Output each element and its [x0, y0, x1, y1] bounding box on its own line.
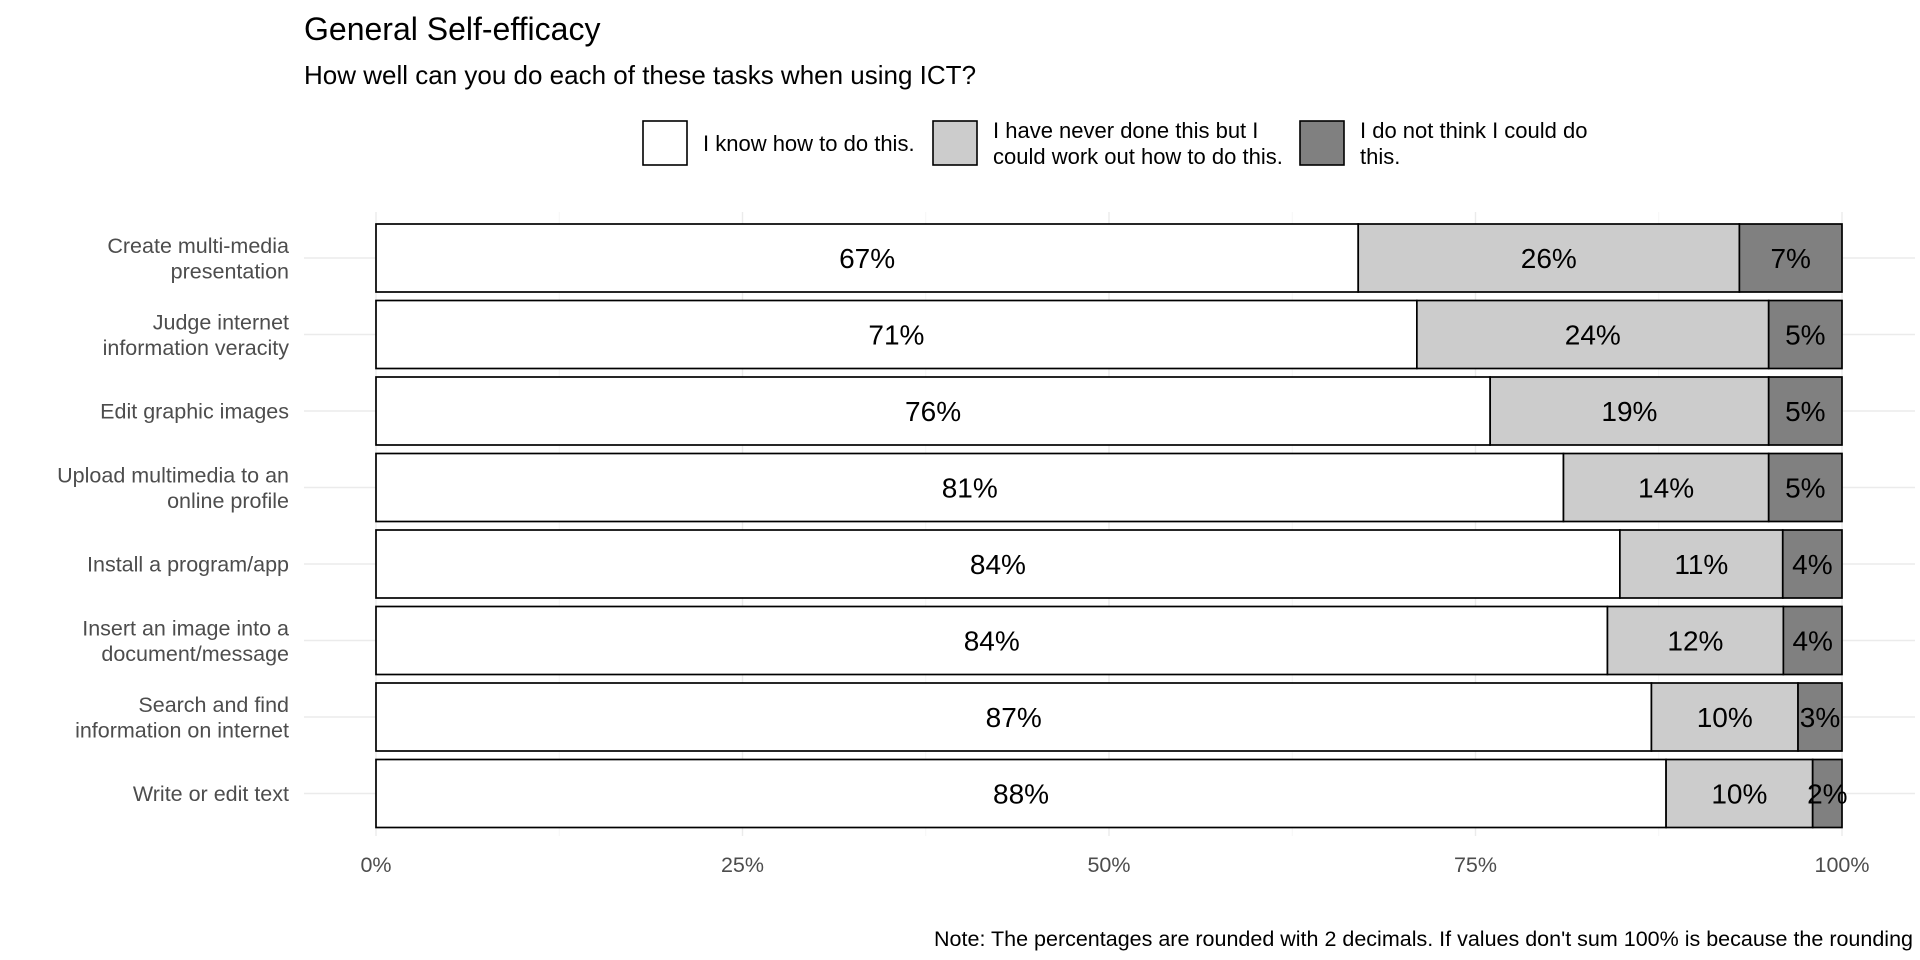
bar-value-label: 3%: [1800, 702, 1840, 733]
bar-segment: [1767, 299, 1843, 370]
bar-value-label: 84%: [970, 549, 1026, 580]
category-label: Write or edit text: [133, 782, 289, 806]
bar-value-label: 84%: [964, 626, 1020, 657]
legend-label: I know how to do this.: [703, 131, 915, 156]
legend-key: [932, 120, 978, 166]
bar-value-label: 4%: [1792, 626, 1832, 657]
bar-segment: [375, 452, 1565, 523]
bar-segment: [1811, 758, 1843, 829]
bar-segment: [1665, 758, 1814, 829]
bar-row: 88% 10% 2%: [375, 758, 1848, 829]
bar-value-label: 10%: [1697, 702, 1753, 733]
chart-subtitle: How well can you do each of these tasks …: [304, 60, 976, 90]
x-axis: 0% 25% 50% 75% 100%: [360, 853, 1869, 877]
bar-value-label: 5%: [1785, 320, 1825, 351]
bar-segment: [1562, 452, 1770, 523]
category-label: document/message: [101, 642, 289, 666]
bar-row: 84% 11% 4%: [375, 529, 1843, 599]
bar-value-label: 71%: [868, 320, 924, 351]
legend: I know how to do this. I have never done …: [642, 118, 1588, 169]
bar-value-label: 88%: [993, 779, 1049, 810]
bar-value-label: 87%: [986, 702, 1042, 733]
bar-value-label: 26%: [1521, 243, 1577, 274]
bar-segment: [375, 376, 1492, 446]
bar-segment: [1738, 223, 1843, 293]
bar-value-label: 81%: [942, 473, 998, 504]
bar-segment: [1489, 376, 1770, 446]
bar-value-label: 2%: [1807, 779, 1847, 810]
bar-value-label: 19%: [1601, 396, 1657, 427]
chart-title: General Self-efficacy: [304, 11, 600, 47]
category-label: Install a program/app: [87, 553, 289, 577]
bar-segment: [1767, 452, 1843, 523]
category-label: information veracity: [103, 336, 290, 360]
legend-label: I do not think I could do: [1360, 118, 1588, 143]
category-label: information on internet: [75, 718, 289, 742]
bar-value-label: 11%: [1674, 549, 1728, 580]
bar-value-label: 10%: [1711, 779, 1767, 810]
bar-value-label: 5%: [1785, 396, 1825, 427]
category-label: Create multi-media: [107, 234, 289, 258]
bar-value-label: 14%: [1638, 473, 1694, 504]
bar-segment: [1781, 529, 1843, 599]
bar-segment: [1797, 682, 1843, 752]
bar-value-label: 4%: [1792, 549, 1832, 580]
bar-row: 84% 12% 4%: [375, 605, 1843, 676]
bar-row: 81% 14% 5%: [375, 452, 1843, 523]
legend-key: [642, 120, 688, 166]
bar-row: 71% 24% 5%: [375, 299, 1843, 370]
bar-segment: [375, 605, 1609, 676]
category-label: Edit graphic images: [100, 400, 289, 424]
legend-label: could work out how to do this.: [993, 144, 1283, 169]
bar-segment: [1782, 605, 1843, 676]
category-label: online profile: [167, 489, 289, 513]
bar-value-label: 67%: [839, 243, 895, 274]
bar-segment: [1767, 376, 1843, 446]
category-label: Upload multimedia to an: [57, 463, 289, 487]
bar-segment: [1357, 223, 1741, 293]
bar-segment: [375, 223, 1360, 293]
bar-value-label: 76%: [905, 396, 961, 427]
bar-row: 76% 19% 5%: [375, 376, 1843, 446]
x-tick-label: 75%: [1454, 853, 1497, 877]
bar-row: 67% 26% 7%: [375, 223, 1843, 293]
category-label: presentation: [171, 259, 289, 283]
x-tick-label: 25%: [721, 853, 764, 877]
x-tick-label: 50%: [1087, 853, 1130, 877]
bar-value-label: 7%: [1770, 243, 1810, 274]
bar-value-label: 24%: [1565, 320, 1621, 351]
category-label: Search and find: [138, 693, 289, 717]
x-tick-label: 0%: [360, 853, 391, 877]
category-label: Insert an image into a: [82, 616, 289, 640]
legend-label: this.: [1360, 144, 1400, 169]
bar-segment: [375, 758, 1667, 829]
bar-value-label: 12%: [1667, 626, 1723, 657]
bar-segment: [375, 682, 1653, 752]
bar-segment: [1606, 605, 1785, 676]
bars: 67% 26% 7% 71% 24% 5% 76% 19% 5% 81% 14% 5% 84% 11% 4%…: [375, 223, 1848, 829]
x-tick-label: 100%: [1815, 853, 1870, 877]
bar-row: 87% 10% 3%: [375, 682, 1843, 752]
bar-value-label: 5%: [1785, 473, 1825, 504]
legend-item: I know how to do this.: [642, 120, 915, 166]
legend-key: [1299, 120, 1345, 166]
chart-caption: Note: The percentages are rounded with 2…: [934, 927, 1913, 951]
legend-label: I have never done this but I: [993, 118, 1258, 143]
category-label: Judge internet: [153, 310, 289, 334]
